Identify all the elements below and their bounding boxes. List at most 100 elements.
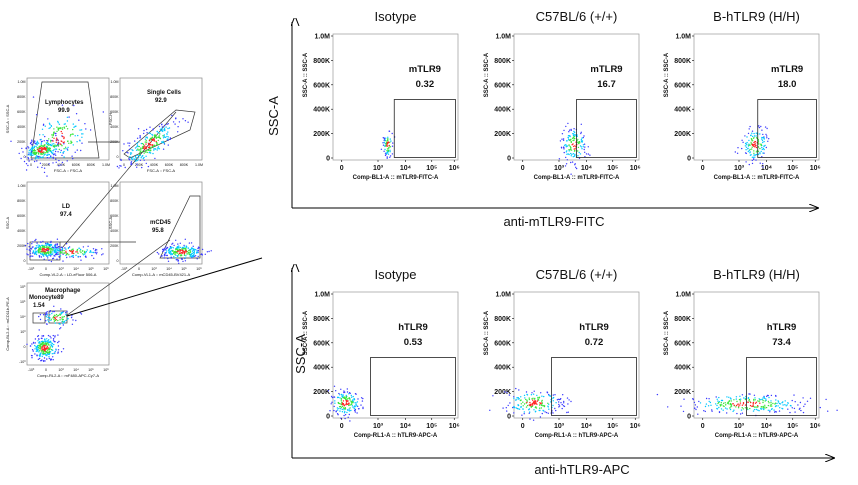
event-dot xyxy=(575,167,578,170)
event-dot xyxy=(38,338,40,340)
gating-y-tick-label: 800K xyxy=(110,95,119,99)
event-dot xyxy=(387,153,390,155)
event-dot xyxy=(38,148,41,150)
event-dot xyxy=(730,403,732,405)
event-dot xyxy=(52,246,54,248)
event-dot xyxy=(525,391,528,393)
event-dot xyxy=(543,395,545,398)
event-dot xyxy=(27,242,29,245)
event-dot xyxy=(389,155,392,157)
event-dot xyxy=(50,141,52,143)
event-dot xyxy=(749,407,751,410)
event-dot xyxy=(779,407,781,409)
event-dot xyxy=(36,354,38,356)
gating-y-tick-label: 800K xyxy=(17,199,26,203)
x-tick-label: 10⁵ xyxy=(607,165,618,172)
event-dot xyxy=(741,407,743,409)
y-tick-label: 0 xyxy=(507,414,511,421)
event-dot xyxy=(167,136,169,138)
event-dot xyxy=(35,245,38,247)
event-dot xyxy=(579,153,582,155)
event-cloud xyxy=(656,393,838,417)
event-dot xyxy=(185,250,187,252)
event-dot xyxy=(515,399,517,401)
event-dot xyxy=(53,255,55,257)
event-dot xyxy=(76,141,78,143)
event-dot xyxy=(50,125,53,127)
event-dot xyxy=(179,255,182,257)
event-dot xyxy=(171,114,173,117)
event-dot xyxy=(189,248,191,251)
event-dot xyxy=(562,394,564,396)
event-dot xyxy=(43,343,46,345)
event-dot xyxy=(63,321,65,324)
event-dot xyxy=(183,248,185,250)
event-dot xyxy=(43,340,45,343)
event-dot xyxy=(580,138,583,141)
event-dot xyxy=(33,342,35,344)
event-dot xyxy=(580,123,582,126)
event-dot xyxy=(747,150,749,153)
event-dot xyxy=(761,139,764,142)
event-dot xyxy=(140,142,143,145)
event-dot xyxy=(18,152,20,155)
event-dot xyxy=(360,397,363,399)
event-dot xyxy=(569,145,571,148)
event-dot xyxy=(161,127,163,130)
event-dot xyxy=(37,335,39,338)
event-dot xyxy=(26,253,28,255)
event-dot xyxy=(56,244,59,246)
event-dot xyxy=(563,144,566,146)
event-dot xyxy=(561,133,564,135)
y-tick-label: 400K xyxy=(494,365,511,372)
event-dot xyxy=(48,127,50,130)
event-dot xyxy=(163,249,165,252)
event-dot xyxy=(145,128,148,131)
event-dot xyxy=(78,247,80,249)
event-cloud xyxy=(156,238,212,264)
event-dot xyxy=(41,253,44,255)
event-dot xyxy=(33,160,36,163)
event-dot xyxy=(185,251,187,253)
y-tick-label: 200K xyxy=(494,131,511,138)
gating-x-tick-label: -10³ xyxy=(121,267,128,271)
event-dot xyxy=(768,396,770,399)
event-dot xyxy=(137,145,139,148)
event-dot xyxy=(39,350,41,352)
x-tick-label: 10⁵ xyxy=(787,423,798,430)
event-dot xyxy=(48,350,50,353)
event-dot xyxy=(43,357,46,359)
event-dot xyxy=(55,161,57,163)
y-tick-label: 400K xyxy=(313,107,330,114)
event-dot xyxy=(43,148,45,150)
event-dot xyxy=(158,253,160,255)
event-dot xyxy=(164,129,166,132)
event-dot xyxy=(120,165,122,167)
event-dot xyxy=(535,402,537,404)
event-dot xyxy=(545,411,548,414)
plot-y-axis-caption: SSC-A :: SSC-A xyxy=(303,52,309,97)
event-dot xyxy=(41,250,43,252)
event-dot xyxy=(518,408,521,410)
event-dot xyxy=(48,344,50,346)
event-dot xyxy=(48,341,50,344)
event-dot xyxy=(130,152,133,154)
event-dot xyxy=(34,353,36,355)
event-dot xyxy=(29,153,31,155)
event-dot xyxy=(57,139,59,141)
event-dot xyxy=(45,146,48,148)
event-dot xyxy=(29,256,31,258)
event-dot xyxy=(587,146,589,148)
event-dot xyxy=(720,399,723,402)
event-dot xyxy=(152,152,154,155)
event-dot xyxy=(528,398,531,401)
event-dot xyxy=(656,393,659,396)
event-dot xyxy=(54,153,56,155)
event-dot xyxy=(755,406,757,408)
event-dot xyxy=(715,403,717,405)
event-cloud xyxy=(558,122,591,175)
event-dot xyxy=(760,150,762,153)
event-dot xyxy=(43,167,46,169)
event-dot xyxy=(192,249,194,251)
event-dot xyxy=(39,347,42,349)
